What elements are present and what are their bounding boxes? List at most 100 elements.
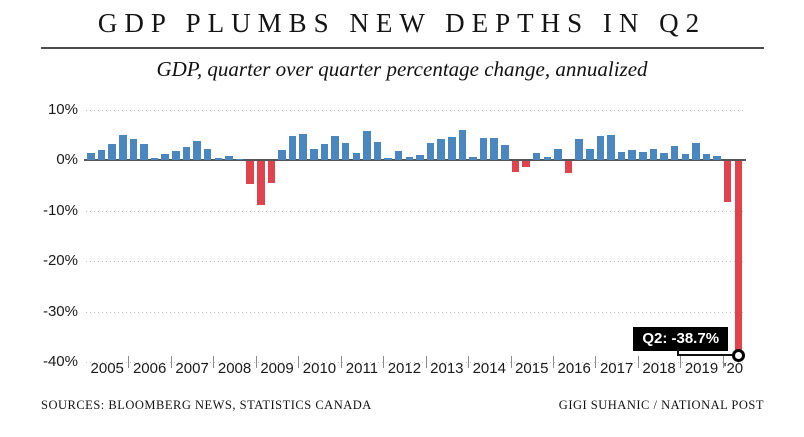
gdp-bar	[320, 143, 329, 160]
y-axis-tick-label: -10%	[42, 201, 78, 219]
x-axis-tick	[383, 356, 385, 368]
chart-subtitle: GDP, quarter over quarter percentage cha…	[156, 57, 648, 81]
gdp-bar	[723, 161, 732, 203]
x-axis-year-label: 2015	[515, 360, 549, 377]
gdp-bar	[628, 150, 636, 160]
gdp-bar	[532, 152, 541, 160]
gdp-bar	[437, 138, 445, 160]
x-axis-year-label: 2007	[175, 360, 209, 377]
gdp-bar	[416, 154, 424, 160]
gdp-bar	[310, 148, 318, 160]
gridline--40	[86, 362, 744, 363]
zero-baseline	[84, 159, 746, 161]
y-axis-tick-label: -30%	[42, 302, 78, 320]
annotation-label: Q2: -38.7%	[633, 327, 729, 352]
gdp-bar	[554, 149, 562, 160]
x-axis-year-label: 2017	[599, 360, 634, 377]
chart-title: GDP PLUMBS NEW DEPTHS IN Q2	[97, 8, 707, 38]
gdp-bar	[670, 146, 679, 160]
author-credit: GIGI SUHANIC / NATIONAL POST	[558, 398, 764, 412]
gdp-bar	[257, 161, 265, 205]
gdp-bar	[479, 137, 488, 160]
annotation-connector-horizontal	[677, 354, 733, 357]
x-axis-year-label: 2012	[387, 360, 422, 377]
annotation-connector-vertical	[677, 349, 680, 356]
gdp-bar	[681, 153, 690, 160]
gdp-bar	[267, 161, 276, 183]
gdp-bar	[225, 156, 233, 160]
gdp-bar	[278, 150, 286, 160]
x-axis-year-label: 2008	[217, 360, 252, 377]
x-axis-year-label: 2006	[132, 360, 167, 377]
x-axis-tick	[128, 356, 130, 368]
gridline--10	[86, 210, 744, 212]
gdp-bar	[246, 161, 254, 184]
gdp-bar	[511, 161, 520, 172]
gdp-bar	[363, 130, 371, 160]
gdp-bar	[299, 134, 307, 160]
gdp-bar	[182, 146, 191, 160]
gdp-bar	[607, 134, 615, 160]
gdp-bar	[235, 158, 244, 160]
gdp-bar	[352, 153, 361, 160]
gdp-bar	[522, 161, 530, 168]
x-axis-tick	[637, 356, 639, 368]
gdp-bar	[586, 148, 594, 160]
gdp-bar	[373, 142, 382, 160]
gdp-bar	[458, 130, 467, 160]
y-axis-tick-label: 0%	[56, 151, 78, 168]
gdp-bar	[214, 158, 223, 160]
gdp-bar	[426, 143, 435, 160]
gdp-bar	[617, 151, 626, 160]
x-axis-tick	[595, 356, 597, 368]
gdp-bar	[448, 136, 456, 160]
x-axis-tick	[680, 356, 682, 368]
x-axis-year-label: 2011	[345, 360, 379, 377]
gridline--30	[86, 311, 744, 313]
gdp-bar	[161, 153, 169, 160]
x-axis-tick	[425, 356, 427, 368]
gdp-bar	[575, 138, 583, 160]
x-axis-year-label: 2010	[302, 360, 337, 377]
x-axis-tick	[552, 356, 554, 368]
x-axis-year-label: 2018	[642, 360, 676, 377]
gdp-bar	[469, 157, 477, 160]
gridline-10	[86, 109, 744, 111]
gdp-bar	[140, 143, 148, 160]
gdp-bar	[193, 140, 201, 160]
gdp-bar	[649, 148, 658, 160]
x-axis-year-label: 2009	[260, 360, 294, 377]
x-axis-year-label: 2005	[90, 360, 124, 377]
x-axis-year-label: 2019	[684, 360, 719, 377]
title-divider	[41, 47, 764, 49]
x-axis-tick	[468, 356, 470, 368]
x-axis-tick	[340, 356, 342, 368]
gdp-bar	[203, 148, 212, 160]
gdp-bar	[172, 150, 180, 160]
sources-credit: SOURCES: BLOOMBERG NEWS, STATISTICS CANA…	[41, 398, 372, 412]
gdp-bar	[702, 154, 711, 160]
x-axis-tick	[298, 356, 300, 368]
x-axis-tick	[170, 356, 172, 368]
gdp-bar	[543, 156, 552, 160]
x-axis-year-label: 2016	[557, 360, 591, 377]
y-axis-tick-label: -20%	[42, 252, 78, 269]
gdp-bar	[394, 150, 403, 160]
gdp-bar	[119, 134, 127, 160]
x-axis-tick	[510, 356, 512, 368]
gdp-bar	[108, 143, 116, 160]
gdp-bar	[501, 145, 509, 160]
gdp-bar	[129, 138, 138, 160]
gdp-bar	[596, 135, 605, 160]
gdp-bar	[639, 151, 647, 160]
gdp-bar	[660, 152, 668, 160]
gdp-bar	[490, 137, 498, 160]
x-axis-tick	[255, 356, 257, 368]
x-axis-year-label: 2014	[472, 360, 506, 377]
gdp-bar	[692, 142, 700, 160]
gridline--20	[86, 261, 744, 262]
gdp-bar	[384, 158, 392, 160]
x-axis-year-label: '20	[723, 360, 744, 377]
gdp-bar	[97, 149, 106, 160]
